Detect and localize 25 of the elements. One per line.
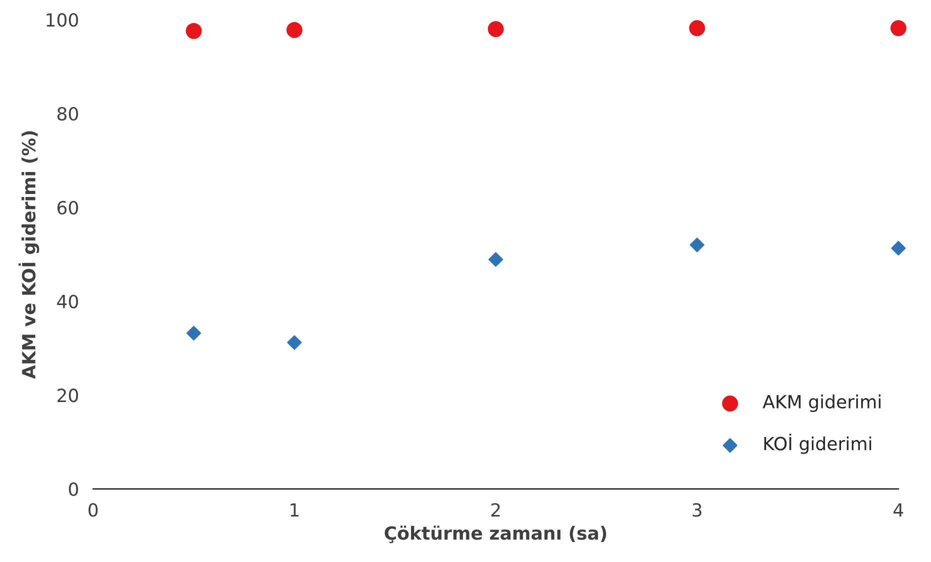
point — [690, 238, 704, 252]
x-tick-label: 1 — [290, 503, 299, 517]
point — [891, 240, 906, 256]
y-tick-label: 80 — [57, 106, 78, 121]
point — [186, 22, 202, 39]
point — [286, 22, 302, 38]
x-tick-label: 0 — [88, 503, 98, 517]
y-tick-label: 60 — [57, 200, 78, 214]
x-tick-label: 2 — [491, 503, 500, 517]
x-tick-label: 4 — [894, 503, 904, 517]
point — [890, 20, 906, 36]
x-axis-title: Çöktürme zamanı (sa) — [384, 526, 606, 544]
y-tick-label: 0 — [68, 482, 78, 496]
point — [488, 252, 504, 267]
point — [689, 20, 706, 36]
point — [186, 326, 202, 340]
legend-label: AKM giderimi — [762, 394, 880, 412]
x-tick-label: 3 — [692, 503, 702, 517]
y-tick-label: 100 — [46, 13, 78, 27]
legend-label: KOİ giderimi — [764, 434, 872, 454]
y-tick-label: 40 — [57, 294, 78, 308]
y-axis-title: AKM ve KOİ giderimi (%) — [18, 131, 40, 379]
point — [488, 21, 504, 38]
y-tick-label: 20 — [58, 388, 78, 402]
point — [287, 335, 302, 350]
